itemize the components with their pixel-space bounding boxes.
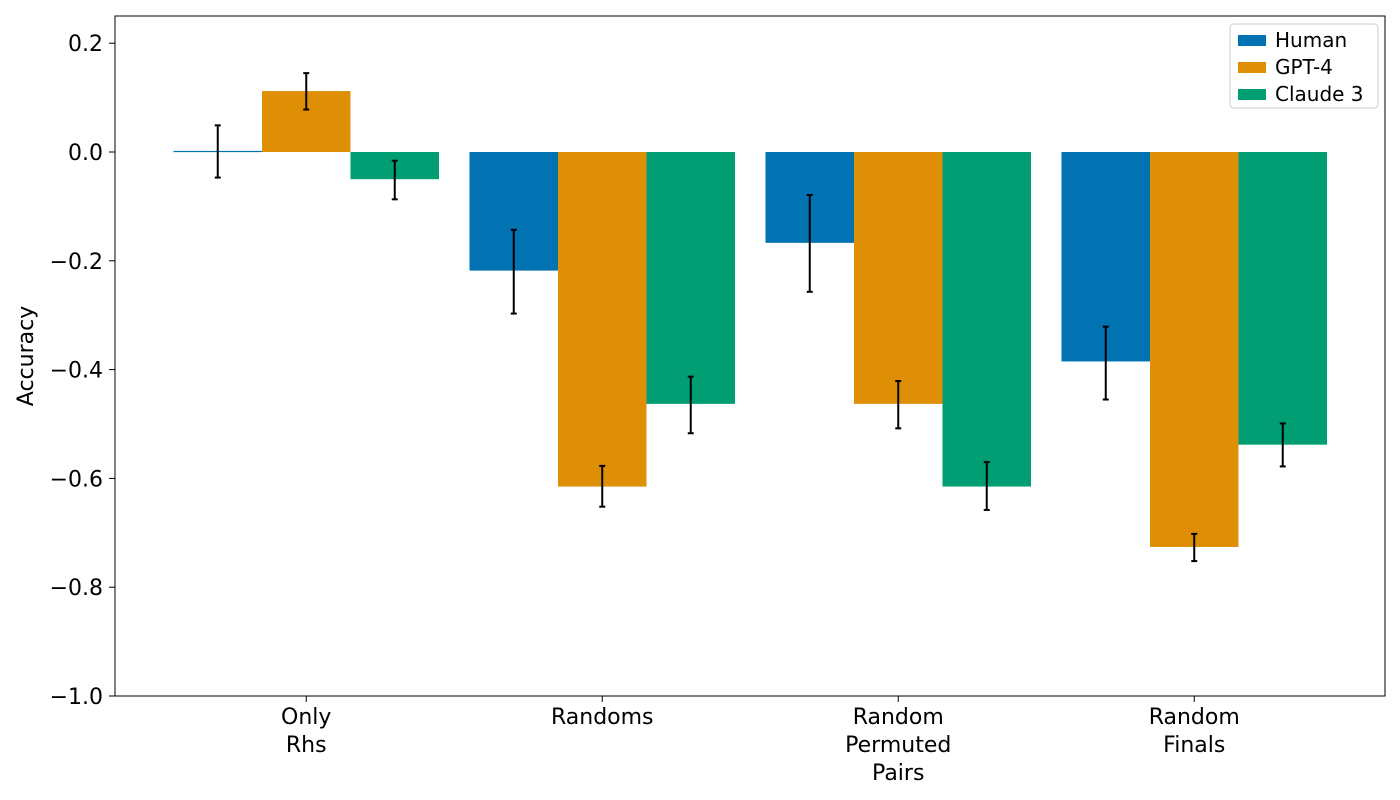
- svg-text:Human: Human: [1275, 28, 1347, 52]
- error-bar-gpt-4-2: [895, 380, 902, 430]
- x-tick-label-3: Random Finals: [1149, 705, 1240, 758]
- error-bar-human-2: [806, 193, 813, 293]
- error-bar-human-1: [510, 228, 517, 315]
- error-bar-human-0: [214, 124, 221, 179]
- bar-claude-3-3: [1238, 152, 1327, 445]
- error-bar-claude-3-1: [687, 375, 694, 435]
- error-bar-claude-3-0: [391, 159, 398, 201]
- y-tick-label: −0.2: [50, 250, 103, 275]
- y-tick-label: −0.6: [50, 467, 103, 492]
- error-bar-claude-3-2: [983, 461, 990, 511]
- y-tick-label: 0.2: [68, 32, 103, 57]
- x-tick-label-0: Only Rhs: [281, 705, 331, 758]
- bar-claude-3-1: [646, 152, 735, 404]
- error-bar-human-3: [1102, 325, 1109, 401]
- x-tick-label-1: Randoms: [551, 705, 654, 730]
- y-axis: 0.2 0.0 −0.2 −0.4 −0.6 −0.8 −1.0: [50, 32, 115, 710]
- y-tick-label: 0.0: [68, 141, 103, 166]
- bar-gpt-4-3: [1150, 152, 1239, 547]
- y-axis-title: Accuracy: [14, 306, 39, 406]
- error-bar-claude-3-3: [1279, 422, 1286, 468]
- svg-text:Claude 3: Claude 3: [1275, 82, 1364, 106]
- bar-gpt-4-2: [854, 152, 943, 404]
- error-bars-layer: [214, 72, 1286, 563]
- bar-gpt-4-1: [558, 152, 647, 487]
- x-axis: Only Rhs Randoms Random Permuted Pairs Random F…: [281, 696, 1240, 786]
- legend-item-gpt-4: GPT-4: [1238, 55, 1333, 79]
- x-tick-label-2: Random Permuted Pairs: [845, 705, 951, 786]
- legend-item-claude-3: Claude 3: [1238, 82, 1364, 106]
- y-tick-label: −1.0: [50, 685, 103, 710]
- legend: Human GPT-4 Claude 3: [1229, 23, 1379, 109]
- legend-item-human: Human: [1238, 28, 1347, 52]
- bars-layer: [173, 91, 1327, 547]
- legend-frame: [1229, 23, 1379, 109]
- y-tick-label: −0.8: [50, 576, 103, 601]
- error-bar-gpt-4-0: [303, 72, 310, 111]
- error-bar-gpt-4-1: [599, 464, 606, 508]
- bar-claude-3-2: [942, 152, 1031, 487]
- y-tick-label: −0.4: [50, 359, 103, 384]
- svg-text:GPT-4: GPT-4: [1275, 55, 1333, 79]
- plot-frame: [114, 15, 1386, 697]
- error-bar-gpt-4-3: [1191, 532, 1198, 563]
